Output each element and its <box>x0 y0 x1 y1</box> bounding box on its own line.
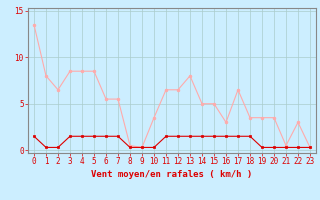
X-axis label: Vent moyen/en rafales ( km/h ): Vent moyen/en rafales ( km/h ) <box>92 170 252 179</box>
